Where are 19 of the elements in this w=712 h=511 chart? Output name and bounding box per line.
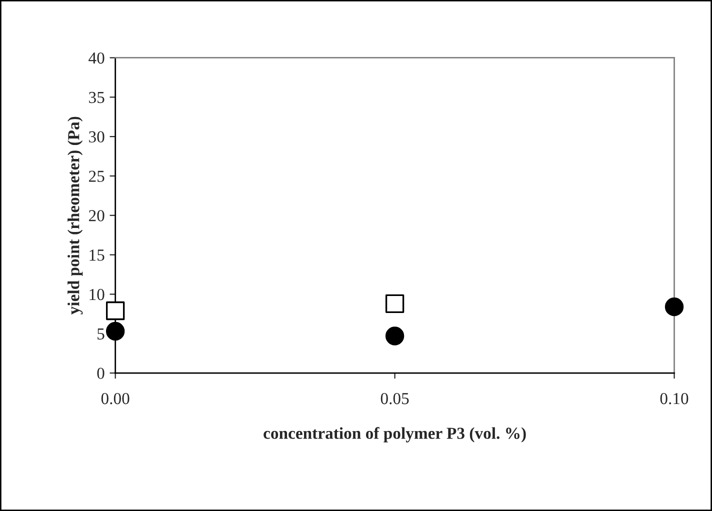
point (106, 301, 125, 320)
x-tick-label: 0.00 (101, 392, 130, 404)
y-axis-title: yield point (rheometer) (Pa) (68, 116, 83, 314)
y-tick-label: 35 (89, 92, 104, 104)
y-tick-label: 10 (90, 288, 104, 300)
y-tick-label: 40 (88, 52, 104, 64)
point (106, 322, 125, 341)
x-tick-label: 0.10 (660, 392, 688, 404)
point (385, 294, 404, 314)
point (664, 297, 684, 316)
x-axis-title: concentration of polymer P3 (vol. %) (264, 427, 526, 442)
y-tick-label: 30 (89, 131, 104, 143)
y-tick-label: 20 (88, 210, 104, 222)
y-tick-label: 5 (98, 328, 104, 340)
point (385, 326, 404, 346)
x-tick-label: 0.05 (380, 392, 409, 404)
y-tick-label: 0 (97, 368, 104, 379)
y-tick-label: 15 (90, 250, 104, 261)
y-tick-label: 25 (88, 170, 104, 182)
